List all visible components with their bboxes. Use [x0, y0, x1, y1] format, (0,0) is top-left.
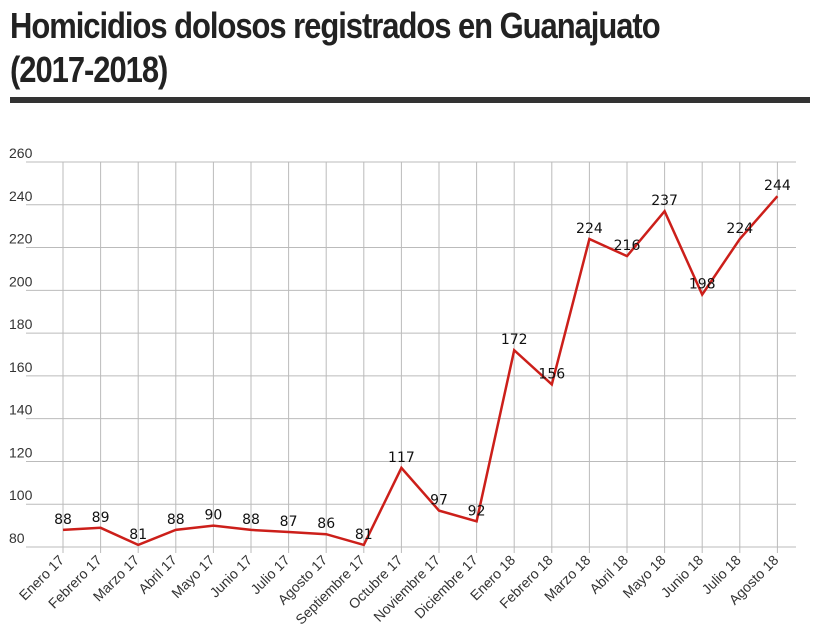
data-label: 216	[614, 238, 641, 254]
x-gridlines	[62, 162, 778, 553]
y-tick-label: 180	[9, 316, 33, 332]
y-tick-label: 240	[9, 188, 33, 204]
data-label: 81	[355, 527, 373, 543]
series-line	[62, 195, 779, 547]
series-polyline	[62, 195, 779, 547]
data-label: 224	[576, 221, 603, 237]
y-tick-label: 80	[9, 530, 25, 546]
x-tick-label: Junio 17	[206, 552, 255, 601]
data-label: 237	[651, 193, 678, 209]
data-label: 224	[726, 221, 753, 237]
x-tick-label: Junio 18	[658, 552, 707, 601]
data-label: 86	[317, 516, 335, 532]
y-tick-label: 120	[9, 444, 33, 460]
data-label: 81	[129, 527, 147, 543]
chart-title: Homicidios dolosos registrados en Guanaj…	[10, 5, 661, 90]
y-tick-label: 100	[9, 487, 33, 503]
data-label: 92	[468, 503, 486, 519]
data-label: 88	[167, 512, 185, 528]
y-tick-label: 220	[9, 231, 33, 247]
y-tick-label: 200	[9, 273, 33, 289]
data-label: 97	[430, 493, 448, 509]
y-gridlines	[26, 161, 796, 548]
data-labels: 88 89 81 88 90 88 87 86 81 117 97 92 172 156 224 216 237…	[54, 178, 791, 543]
data-label: 88	[242, 512, 260, 528]
data-label: 87	[280, 514, 298, 530]
data-label: 198	[689, 277, 716, 293]
y-tick-label: 260	[9, 145, 33, 161]
data-label: 244	[764, 178, 791, 194]
title-rule	[10, 97, 810, 103]
data-label: 117	[388, 450, 415, 466]
data-label: 156	[538, 366, 565, 382]
data-label: 89	[92, 510, 110, 526]
data-label: 90	[204, 508, 222, 524]
y-tick-labels: 80 100 120 140 160 180 200 220 240 260	[9, 145, 33, 546]
data-label: 172	[501, 332, 528, 348]
y-tick-label: 140	[9, 402, 33, 418]
y-tick-label: 160	[9, 359, 33, 375]
data-label: 88	[54, 512, 72, 528]
